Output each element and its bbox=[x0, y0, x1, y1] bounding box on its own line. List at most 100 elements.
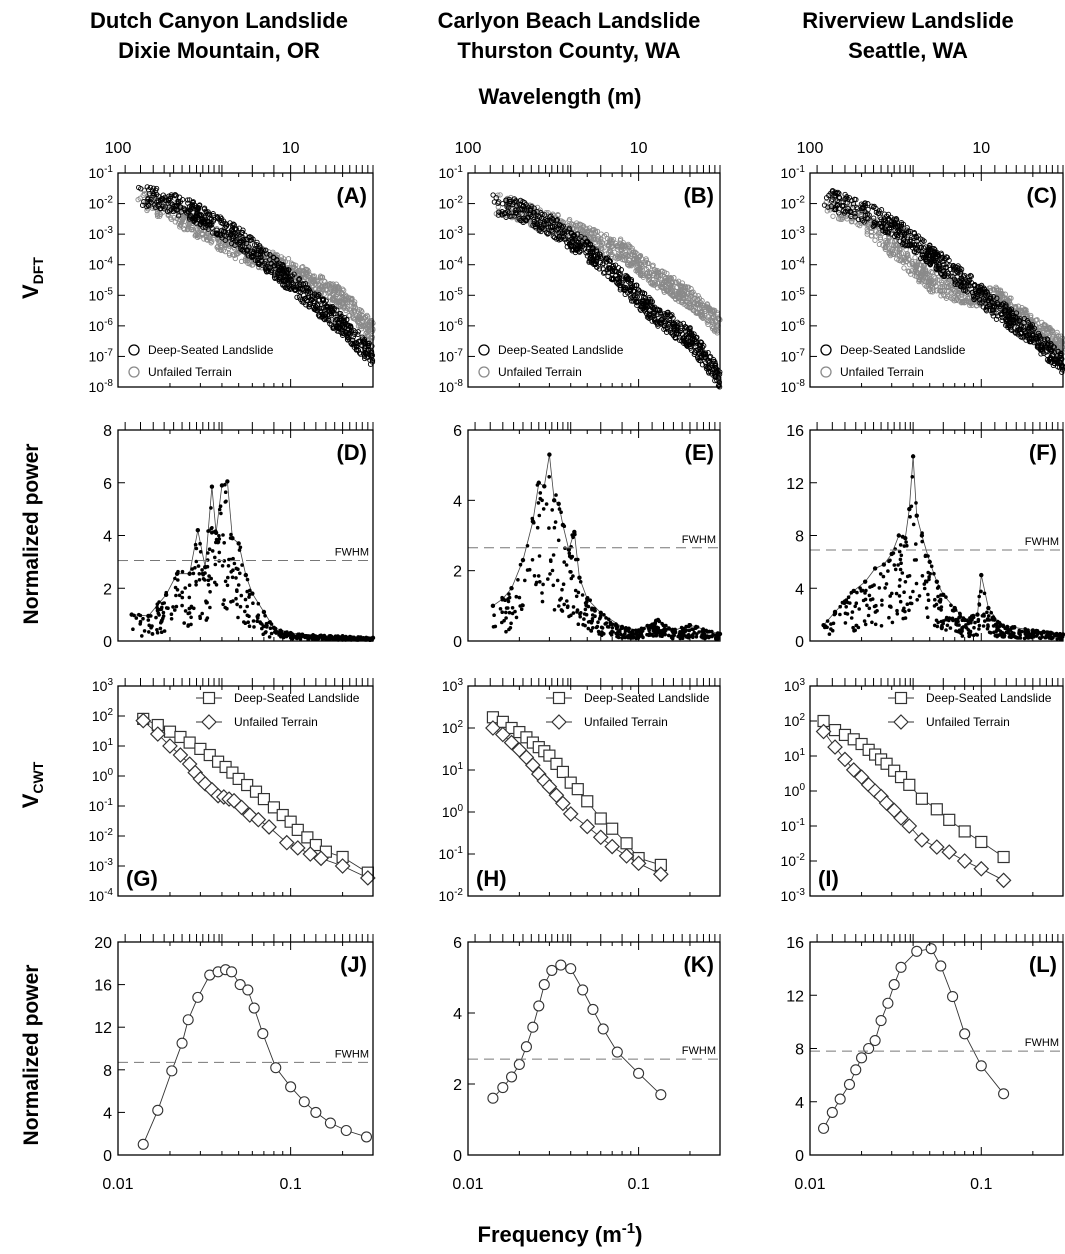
data-point bbox=[194, 559, 199, 564]
data-point bbox=[296, 276, 303, 282]
data-point bbox=[188, 227, 195, 233]
wavelength-tick-label: 100 bbox=[455, 140, 482, 157]
y-tick-label: 10-2 bbox=[89, 195, 114, 212]
data-point bbox=[969, 302, 975, 308]
data-point bbox=[339, 332, 346, 338]
data-point bbox=[359, 636, 363, 641]
data-point bbox=[251, 619, 256, 623]
data-point bbox=[193, 566, 197, 570]
data-point bbox=[520, 203, 526, 209]
data-point bbox=[623, 286, 629, 292]
vdft-label: VDFT bbox=[18, 257, 46, 299]
data-point bbox=[145, 203, 152, 209]
data-point bbox=[187, 571, 192, 576]
data-point bbox=[531, 205, 537, 211]
y-tick-label: 10-6 bbox=[781, 317, 806, 334]
data-point bbox=[663, 325, 669, 332]
data-point bbox=[926, 279, 932, 285]
data-point bbox=[635, 287, 641, 293]
data-point bbox=[700, 351, 706, 357]
y-tick-label: 10-8 bbox=[781, 378, 806, 395]
data-point bbox=[696, 357, 702, 363]
data-point bbox=[174, 593, 178, 598]
col1-title-line1: Dutch Canyon Landslide bbox=[90, 8, 348, 33]
data-point bbox=[236, 615, 240, 620]
data-point bbox=[159, 630, 164, 634]
data-point bbox=[666, 275, 672, 281]
data-point bbox=[208, 222, 214, 229]
data-point bbox=[556, 221, 563, 228]
data-point bbox=[531, 218, 537, 224]
data-point bbox=[585, 239, 591, 245]
data-point bbox=[598, 255, 604, 261]
data-point bbox=[686, 305, 693, 311]
wavelength-tick-label: 100 bbox=[797, 140, 824, 157]
data-point bbox=[294, 282, 300, 288]
data-point bbox=[154, 199, 160, 205]
y-tick-label: 10-1 bbox=[781, 164, 806, 181]
data-point bbox=[636, 267, 643, 273]
data-point bbox=[888, 251, 894, 257]
data-point bbox=[359, 343, 365, 349]
data-point bbox=[368, 350, 375, 356]
data-point bbox=[596, 266, 603, 272]
data-point bbox=[215, 246, 221, 252]
data-point bbox=[291, 271, 297, 277]
y-tick-label: 10-7 bbox=[89, 347, 114, 364]
data-point bbox=[609, 237, 615, 243]
panel-letter: (A) bbox=[336, 183, 367, 208]
y-tick-label: 10-7 bbox=[781, 347, 806, 364]
data-point bbox=[676, 291, 682, 297]
data-point bbox=[204, 236, 210, 243]
data-point bbox=[688, 331, 695, 337]
data-point bbox=[588, 253, 595, 259]
data-point bbox=[206, 583, 211, 587]
data-point bbox=[328, 634, 333, 638]
data-point bbox=[363, 350, 369, 357]
data-point bbox=[138, 622, 142, 626]
data-point bbox=[658, 317, 664, 323]
data-point bbox=[547, 214, 553, 220]
data-point bbox=[180, 225, 187, 232]
data-point bbox=[160, 601, 165, 606]
data-point bbox=[229, 532, 233, 537]
data-point bbox=[226, 564, 231, 568]
data-point bbox=[355, 347, 361, 353]
data-point bbox=[578, 233, 584, 240]
data-point bbox=[304, 297, 310, 303]
data-point bbox=[572, 244, 578, 250]
y-tick-label: 10-2 bbox=[439, 195, 464, 212]
data-point bbox=[201, 206, 207, 212]
data-point bbox=[637, 272, 644, 278]
data-point bbox=[169, 201, 176, 208]
data-point bbox=[321, 316, 327, 322]
data-point bbox=[598, 236, 604, 242]
data-point bbox=[171, 605, 175, 609]
data-point bbox=[707, 306, 713, 312]
data-point bbox=[575, 239, 582, 246]
data-point bbox=[671, 323, 678, 330]
data-point bbox=[345, 332, 351, 338]
data-point bbox=[360, 338, 367, 344]
data-point bbox=[649, 280, 656, 286]
legend-marker bbox=[820, 366, 832, 378]
data-point bbox=[615, 244, 621, 250]
data-point bbox=[535, 222, 541, 228]
data-point bbox=[606, 266, 613, 272]
data-point bbox=[608, 276, 615, 282]
data-point bbox=[329, 295, 336, 301]
data-point bbox=[642, 303, 649, 309]
data-point bbox=[519, 211, 525, 217]
data-point bbox=[234, 566, 239, 571]
data-point bbox=[264, 630, 268, 634]
data-point bbox=[634, 267, 640, 273]
data-point bbox=[657, 309, 663, 316]
data-point bbox=[683, 341, 689, 347]
data-point bbox=[692, 349, 698, 356]
data-point bbox=[267, 635, 272, 639]
data-point bbox=[243, 609, 247, 614]
data-point bbox=[207, 547, 212, 551]
data-point bbox=[255, 619, 259, 623]
data-point bbox=[584, 230, 591, 236]
